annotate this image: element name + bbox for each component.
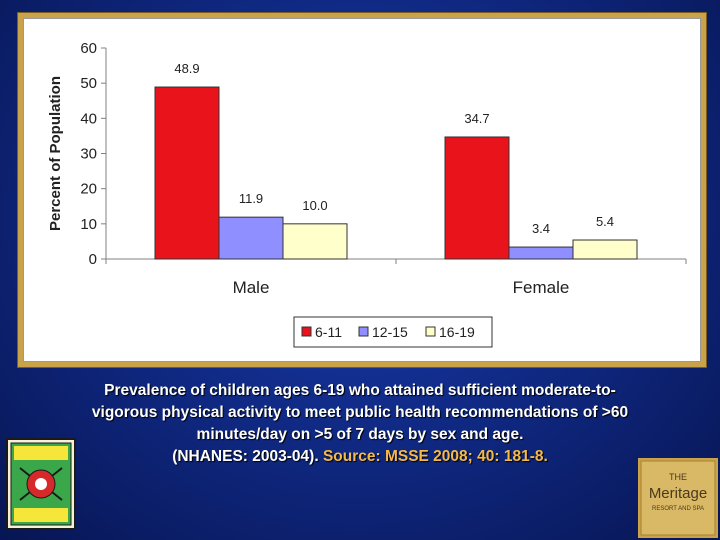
legend-entry: 6-11 <box>315 324 342 340</box>
bar-chart: 0 10 20 30 40 50 60 Percent of Population 48.9 11… <box>47 40 687 348</box>
caption-line-2: vigorous physical activity to meet publi… <box>91 404 629 421</box>
resort-logo-line-2: Meritage <box>649 485 707 502</box>
legend-swatch <box>425 326 436 337</box>
resort-logo-line-3: RESORT AND SPA <box>652 506 704 512</box>
y-tick-label: 10 <box>80 216 97 233</box>
bar-female-6-11 <box>444 136 510 260</box>
y-axis-label: Percent of Population <box>47 76 64 231</box>
caption-line-1: Prevalence of children ages 6-19 who att… <box>104 382 616 399</box>
legend-box <box>293 316 493 348</box>
data-label: 34.7 <box>464 111 489 126</box>
meritage-resort-logo: THE Meritage RESORT AND SPA <box>638 458 718 538</box>
legend-swatch <box>358 326 369 337</box>
legend-entry: 16-19 <box>439 324 475 340</box>
chart-frame: 0 10 20 30 40 50 60 Percent of Population 48.9 11… <box>17 12 707 368</box>
y-tick-label: 0 <box>89 251 97 268</box>
bar-female-16-19 <box>572 239 638 260</box>
y-tick-label: 50 <box>80 75 97 92</box>
caption-line-4: (NHANES: 2003-04). Source: MSSE 2008; 40… <box>40 446 680 468</box>
legend-entry: 12-15 <box>372 324 408 340</box>
legend-swatch <box>301 326 312 337</box>
data-label: 3.4 <box>532 221 550 236</box>
school-administrators-logo <box>6 438 76 530</box>
chart-area: 0 10 20 30 40 50 60 Percent of Population 48.9 11… <box>23 18 701 362</box>
y-tick-label: 30 <box>80 146 97 163</box>
y-tick-label: 40 <box>80 110 97 127</box>
slide-caption: Prevalence of children ages 6-19 who att… <box>40 380 680 468</box>
x-category-label: Male <box>233 278 270 297</box>
data-label: 11.9 <box>239 191 263 206</box>
y-tick-label: 60 <box>80 40 97 57</box>
data-label: 48.9 <box>174 61 199 76</box>
y-tick-label: 20 <box>80 181 97 198</box>
bar-female-12-15 <box>508 246 574 260</box>
bar-male-12-15 <box>218 216 284 260</box>
resort-logo-line-1: THE <box>669 472 687 482</box>
caption-study: (NHANES: 2003-04). <box>172 448 319 465</box>
caption-line-3: minutes/day on >5 of 7 days by sex and a… <box>196 426 524 443</box>
bar-male-16-19 <box>282 223 348 260</box>
bar-male-6-11 <box>154 86 220 260</box>
x-category-label: Female <box>513 278 570 297</box>
data-label: 10.0 <box>302 198 327 213</box>
data-label: 5.4 <box>596 214 614 229</box>
caption-source: Source: MSSE 2008; 40: 181-8. <box>322 448 548 465</box>
